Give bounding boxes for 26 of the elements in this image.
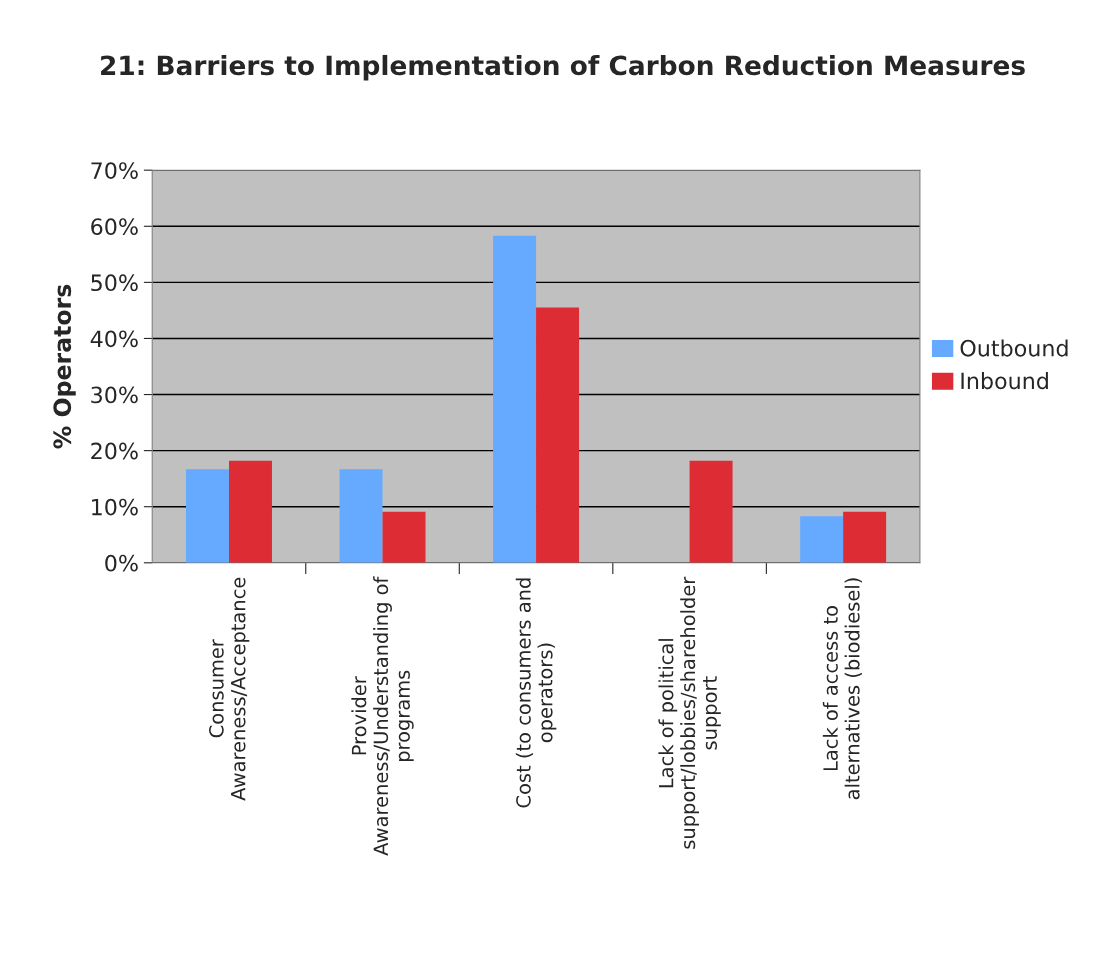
x-tick-label: Consumer Awareness/Acceptance (209, 577, 250, 801)
bar (339, 469, 383, 563)
y-tick-label: 50% (91, 274, 138, 292)
bar (493, 235, 537, 563)
bar (382, 511, 426, 563)
bar (536, 307, 580, 563)
bar (228, 460, 272, 563)
y-tick-label: 10% (92, 498, 138, 516)
x-tick-label: Lack of political support/lobbies/shareholder support (658, 576, 721, 849)
y-tick-label: 40% (90, 330, 138, 348)
chart-title: 21: Barriers to Implementation of Carbon Reduction Measures (101, 54, 1025, 81)
x-tick-label: Cost (to consumers and operators) (515, 578, 557, 808)
bar (800, 516, 844, 563)
y-axis-title: % Operators (53, 284, 76, 449)
x-tick-label: Provider Awareness/Understanding of programs (351, 576, 414, 856)
y-tick-label: 70% (91, 162, 138, 179)
bar (185, 469, 229, 563)
y-tick-label: 0% (105, 554, 138, 572)
y-tick-label: 30% (91, 386, 138, 404)
bar (843, 511, 887, 563)
y-tick-label: 60% (91, 218, 138, 236)
legend-label: Inbound (961, 372, 1048, 390)
x-tick-label: Lack of access to alternatives (biodiesel) (822, 578, 862, 800)
y-tick-label: 20% (91, 442, 138, 460)
legend-label: Outbound (960, 339, 1068, 357)
bar (689, 460, 733, 563)
